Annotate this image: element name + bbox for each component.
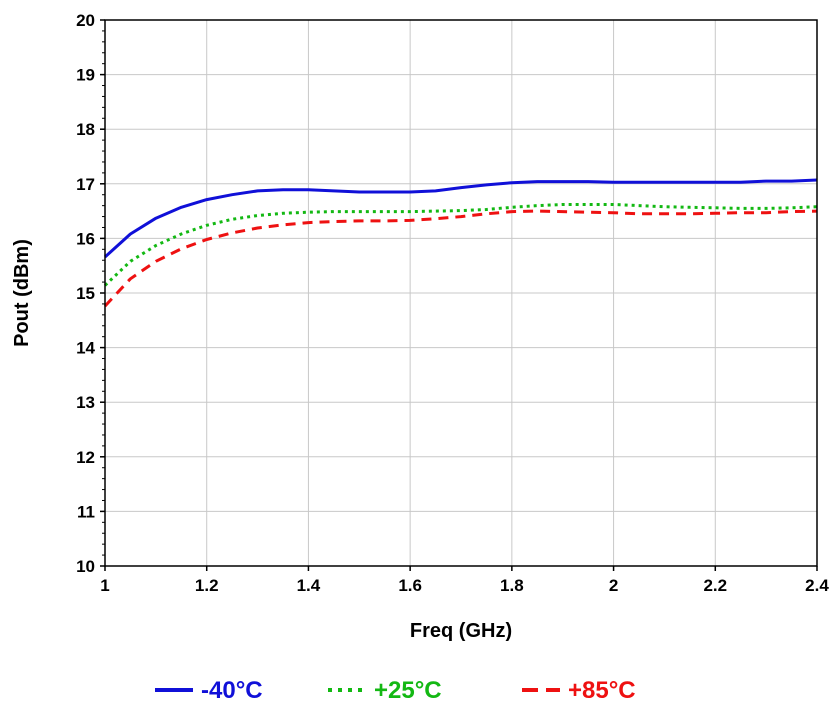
x-tick-label: 2 [609,576,618,595]
x-tick-label: 1.4 [297,576,321,595]
y-tick-label: 10 [76,557,95,576]
y-tick-label: 15 [76,284,95,303]
legend-label-2: +85°C [568,677,636,704]
series-line-0 [103,178,818,259]
legend-label-0: -40°C [201,677,263,704]
x-tick-label: 1.8 [500,576,524,595]
y-tick-label: 14 [76,339,95,358]
x-axis-title: Freq (GHz) [410,620,512,642]
y-tick-label: 13 [76,393,95,412]
legend: -40°C +25°C +85°C [155,677,636,704]
y-axis-title: Pout (dBm) [11,239,33,347]
x-tick-label: 1.2 [195,576,219,595]
y-tick-label: 19 [76,66,95,85]
series-line-2 [103,209,818,308]
y-tick-label: 20 [76,11,95,30]
y-tick-label: 16 [76,229,95,248]
x-tick-label: 1.6 [398,576,422,595]
x-tick-label: 2.4 [805,576,829,595]
series-layer [103,178,818,308]
y-tick-label: 18 [76,120,95,139]
x-tick-label: 1 [100,576,109,595]
tick-labels: 1 1.2 1.4 1.6 1.8 2 2.2 2.4 10 11 12 13 14 15 16 17 18 19… [76,11,829,595]
y-tick-label: 12 [76,448,95,467]
y-tick-label: 11 [77,502,95,521]
y-tick-label: 17 [76,175,95,194]
legend-label-1: +25°C [374,677,442,704]
grid [104,19,818,567]
x-tick-label: 2.2 [703,576,727,595]
